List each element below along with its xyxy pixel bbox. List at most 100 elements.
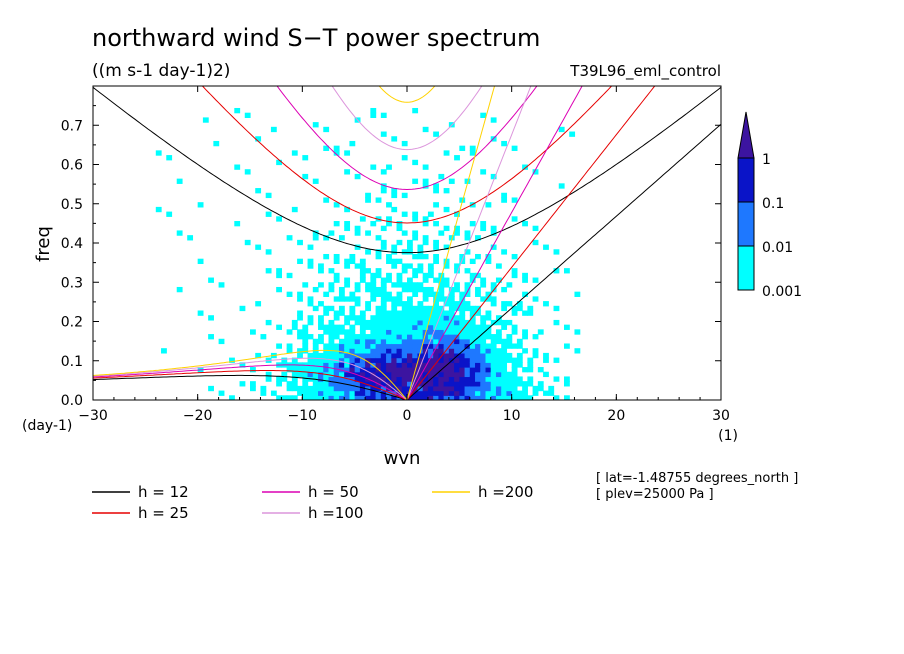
spectrum-cell: [354, 338, 361, 345]
spectrum-cell: [375, 197, 382, 203]
spectrum-cell: [370, 376, 377, 382]
spectrum-cell: [407, 371, 413, 378]
spectrum-cell: [475, 235, 481, 241]
spectrum-cell: [433, 395, 439, 400]
spectrum-cell: [338, 235, 345, 241]
spectrum-cell: [532, 239, 539, 246]
spectrum-cell: [422, 178, 429, 184]
spectrum-cell: [417, 367, 424, 373]
spectrum-cell: [391, 192, 398, 199]
spectrum-cell: [417, 286, 424, 293]
spectrum-cell: [574, 329, 581, 335]
spectrum-cell: [354, 352, 361, 359]
spectrum-cell: [380, 334, 387, 340]
legend-label: h =100: [308, 504, 363, 522]
spectrum-cell: [464, 230, 471, 236]
spectrum-cell: [401, 211, 408, 217]
gravity-curve: [378, 86, 436, 103]
spectrum-cell: [396, 319, 403, 326]
spectrum-cell: [443, 319, 450, 326]
spectrum-cell: [208, 334, 214, 340]
spectrum-cell: [522, 395, 528, 400]
spectrum-cell: [495, 329, 502, 335]
spectrum-cell: [359, 319, 366, 326]
spectrum-cell: [480, 343, 487, 349]
spectrum-cell: [427, 272, 434, 279]
spectrum-cell: [501, 395, 508, 400]
spectrum-cell: [454, 286, 460, 293]
spectrum-cell: [265, 268, 272, 274]
spectrum-cell: [475, 329, 481, 335]
spectrum-cell: [469, 376, 476, 382]
spectrum-cell: [459, 390, 466, 396]
spectrum-cell: [386, 343, 392, 349]
spectrum-cell: [307, 263, 314, 269]
spectrum-cell: [495, 381, 502, 387]
spectrum-cell: [433, 381, 439, 387]
spectrum-cell: [422, 310, 429, 316]
spectrum-cell: [365, 357, 371, 363]
spectrum-cell: [365, 348, 371, 354]
spectrum-cell: [328, 286, 335, 293]
spectrum-cell: [375, 286, 382, 293]
spectrum-cell: [459, 319, 466, 326]
spectrum-cell: [359, 216, 366, 222]
spectrum-cell: [386, 338, 392, 345]
spectrum-cell: [333, 362, 340, 368]
spectrum-cell: [427, 268, 434, 274]
spectrum-cell: [532, 348, 539, 354]
x-axis: −30 −20 −10 0 10 20 30: [78, 86, 730, 424]
spectrum-cell: [338, 343, 345, 349]
spectrum-cell: [286, 235, 293, 241]
spectrum-cell: [349, 329, 356, 335]
spectrum-cell: [323, 343, 330, 349]
spectrum-cell: [553, 268, 560, 274]
spectrum-cell: [312, 343, 319, 349]
spectrum-cell: [438, 334, 445, 340]
spectrum-cell: [422, 235, 429, 241]
spectrum-cell: [286, 348, 293, 354]
spectrum-cell: [553, 395, 560, 400]
spectrum-cell: [443, 315, 450, 321]
x-axis-unit: (1): [718, 428, 738, 444]
spectrum-cell: [291, 357, 298, 363]
spectrum-cell: [286, 291, 293, 297]
spectrum-cell: [543, 357, 549, 363]
spectrum-cell: [443, 334, 450, 340]
spectrum-cell: [396, 352, 403, 359]
spectrum-cell: [318, 395, 324, 400]
spectrum-cell: [380, 286, 387, 293]
spectrum-cell: [401, 301, 408, 307]
spectrum-cell: [349, 385, 356, 392]
spectrum-cell: [511, 324, 518, 330]
spectrum-cell: [380, 338, 387, 345]
spectrum-cell: [501, 376, 508, 382]
spectrum-cell: [412, 107, 419, 114]
spectrum-cell: [433, 253, 439, 260]
spectrum-cell: [365, 192, 371, 199]
spectrum-cell: [438, 329, 445, 335]
spectrum-cell: [501, 140, 508, 147]
spectrum-cell: [391, 390, 398, 396]
spectrum-cell: [464, 291, 471, 297]
spectrum-cell: [412, 319, 419, 326]
spectrum-cell: [412, 305, 419, 312]
spectrum-cell: [485, 367, 492, 373]
spectrum-cell: [475, 395, 481, 400]
spectrum-cell: [454, 348, 460, 354]
spectrum-cell: [412, 282, 419, 288]
spectrum-cell: [297, 329, 303, 335]
spectrum-cell: [302, 371, 309, 378]
spectrum-cell: [412, 230, 419, 236]
spectrum-cell: [255, 244, 262, 250]
spectrum-cell: [469, 343, 476, 349]
spectrum-cell: [475, 371, 481, 378]
spectrum-cell: [469, 385, 476, 392]
spectrum-cell: [469, 381, 476, 387]
spectrum-cell: [333, 367, 340, 373]
spectrum-cell: [391, 258, 398, 265]
spectrum-cell: [412, 253, 419, 260]
spectrum-cell: [297, 310, 303, 316]
spectrum-cell: [438, 230, 445, 236]
spectrum-cell: [386, 395, 392, 400]
